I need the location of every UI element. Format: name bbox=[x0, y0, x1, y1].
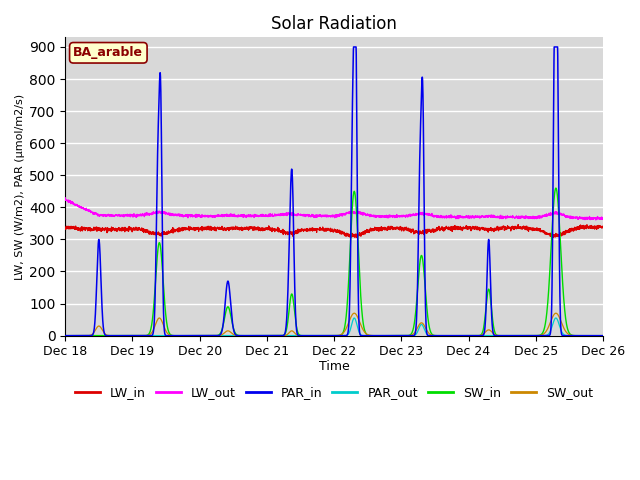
LW_out bbox=[123, 212, 131, 218]
LW_out bbox=[589, 215, 596, 221]
PAR_out bbox=[531, 333, 538, 338]
SW_in bbox=[155, 242, 163, 248]
SW_in bbox=[268, 333, 275, 338]
SW_out bbox=[291, 330, 299, 336]
SW_in bbox=[589, 333, 596, 338]
PAR_in bbox=[349, 44, 357, 50]
PAR_in bbox=[531, 333, 538, 338]
Legend: LW_in, LW_out, PAR_in, PAR_out, SW_in, SW_out: LW_in, LW_out, PAR_in, PAR_out, SW_in, S… bbox=[70, 381, 598, 404]
LW_out bbox=[155, 210, 163, 216]
LW_in bbox=[347, 235, 355, 240]
PAR_out bbox=[291, 333, 299, 338]
PAR_in bbox=[61, 333, 69, 338]
LW_out bbox=[268, 212, 275, 218]
PAR_out bbox=[61, 333, 69, 338]
LW_in bbox=[531, 226, 539, 231]
LW_in bbox=[589, 224, 596, 229]
PAR_in bbox=[123, 333, 131, 338]
LW_out bbox=[592, 217, 600, 223]
LW_out bbox=[599, 216, 607, 222]
PAR_in bbox=[155, 114, 163, 120]
Title: Solar Radiation: Solar Radiation bbox=[271, 15, 397, 33]
PAR_out bbox=[599, 333, 607, 338]
Line: SW_in: SW_in bbox=[65, 188, 603, 336]
SW_in bbox=[552, 185, 560, 191]
SW_out bbox=[531, 333, 539, 338]
LW_in bbox=[268, 228, 275, 233]
PAR_out bbox=[155, 333, 163, 338]
Line: LW_out: LW_out bbox=[65, 198, 603, 220]
X-axis label: Time: Time bbox=[319, 360, 349, 373]
SW_in bbox=[599, 333, 607, 338]
LW_in bbox=[155, 230, 163, 236]
LW_in bbox=[599, 224, 607, 229]
Text: BA_arable: BA_arable bbox=[74, 46, 143, 60]
PAR_in bbox=[599, 333, 607, 338]
Line: PAR_out: PAR_out bbox=[65, 318, 603, 336]
SW_out bbox=[123, 333, 131, 338]
LW_in bbox=[61, 225, 69, 230]
Line: PAR_in: PAR_in bbox=[65, 47, 603, 336]
LW_in bbox=[515, 222, 522, 228]
SW_out bbox=[155, 315, 163, 321]
SW_out bbox=[61, 333, 69, 338]
SW_in bbox=[531, 333, 538, 338]
SW_out bbox=[351, 310, 358, 316]
SW_out bbox=[599, 333, 607, 338]
PAR_out bbox=[589, 333, 596, 338]
PAR_out bbox=[268, 333, 275, 338]
SW_in bbox=[61, 333, 69, 338]
PAR_out bbox=[123, 333, 131, 338]
PAR_in bbox=[291, 285, 299, 290]
Line: SW_out: SW_out bbox=[65, 313, 603, 336]
SW_out bbox=[589, 333, 596, 338]
LW_out bbox=[61, 195, 69, 201]
PAR_out bbox=[351, 315, 358, 321]
PAR_in bbox=[268, 333, 275, 338]
SW_out bbox=[268, 333, 275, 338]
LW_in bbox=[291, 230, 299, 236]
Y-axis label: LW, SW (W/m2), PAR (μmol/m2/s): LW, SW (W/m2), PAR (μmol/m2/s) bbox=[15, 94, 25, 279]
PAR_in bbox=[589, 333, 596, 338]
SW_in bbox=[123, 333, 131, 338]
SW_out bbox=[260, 333, 268, 338]
SW_in bbox=[291, 310, 299, 316]
Line: LW_in: LW_in bbox=[65, 225, 603, 238]
LW_out bbox=[531, 215, 538, 221]
LW_out bbox=[291, 212, 299, 218]
LW_in bbox=[123, 227, 131, 233]
